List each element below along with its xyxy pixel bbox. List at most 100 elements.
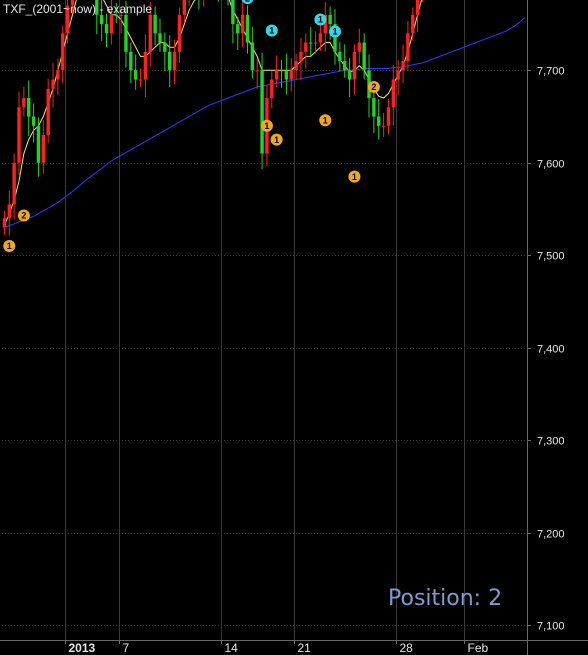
candle-body [289, 70, 293, 80]
position-readout: Position: 2 [388, 586, 503, 611]
y-tick-label: 7,500 [537, 251, 565, 263]
trade-marker-label: 1 [269, 26, 274, 36]
trade-marker [348, 170, 361, 183]
time-axis[interactable]: 2013 7 14 21 28 Feb [65, 640, 489, 655]
candle-body [274, 70, 279, 80]
x-tick-label: 14 [225, 641, 239, 655]
trade-marker-label: 2 [21, 211, 26, 221]
candle-body [338, 51, 342, 62]
candle-body [70, 0, 75, 6]
candle-body [245, 14, 250, 43]
price-axis[interactable]: 7,1007,2007,3007,4007,5007,6007,7007,800… [527, 0, 565, 633]
candle-body [2, 218, 7, 228]
candle-body [294, 61, 298, 71]
y-tick-label: 7,700 [537, 66, 565, 78]
candle-body [415, 0, 420, 15]
candle-body [328, 14, 332, 25]
trade-marker-label: 1 [318, 15, 323, 25]
candle-body [343, 61, 347, 71]
candle-body [362, 42, 366, 71]
candle-body [143, 51, 148, 80]
x-tick-label: 2013 [69, 641, 96, 655]
candle-body [41, 135, 46, 163]
x-tick-label: Feb [468, 641, 489, 655]
candle-body [12, 162, 16, 205]
trade-marker-label: 1 [332, 27, 337, 37]
candle-body [406, 33, 410, 62]
trade-marker [241, 0, 254, 5]
trade-marker-label: 1 [264, 121, 269, 131]
candle-body [124, 14, 128, 52]
candle-body [357, 42, 361, 52]
candle-body [284, 70, 289, 80]
ma-short-line [3, 0, 423, 226]
trade-marker [328, 25, 341, 38]
candle-body [401, 61, 405, 71]
trade-marker [260, 119, 273, 132]
candle-body [352, 51, 357, 80]
trade-marker [3, 239, 16, 252]
candle-body [182, 0, 186, 15]
y-tick-label: 7,300 [537, 436, 565, 448]
candle-body [109, 14, 114, 34]
candle-body [7, 204, 11, 219]
trade-marker [367, 80, 380, 93]
y-tick-label: 7,200 [537, 529, 565, 541]
y-tick-label: 7,600 [537, 159, 565, 171]
candle-body [17, 107, 21, 163]
candle-body [323, 14, 327, 34]
trade-markers: 121211111112 [3, 0, 380, 252]
candle-body [308, 42, 313, 44]
candle-body [279, 70, 284, 72]
ma-long-line [4, 17, 525, 228]
candle-body [260, 70, 264, 154]
candle-body [22, 98, 26, 108]
x-tick-label: 7 [123, 641, 130, 655]
candle-body [381, 125, 386, 127]
candle-body [177, 14, 182, 52]
candle-body [104, 24, 109, 34]
candle-body [172, 51, 177, 71]
candle-body [138, 79, 143, 81]
candle-body [168, 51, 172, 71]
trade-marker-label: 2 [245, 0, 250, 3]
candlesticks [2, 0, 423, 236]
y-tick-label: 7,100 [537, 621, 565, 633]
chart-title: TXF_(2001~now) - example [3, 2, 153, 16]
moving-averages [3, 0, 525, 228]
candle-body [377, 116, 381, 126]
trade-marker [17, 209, 30, 222]
trade-marker-label: 1 [323, 115, 328, 125]
candle-body [411, 14, 415, 34]
y-tick-label: 7,400 [537, 344, 565, 356]
candle-body [391, 79, 396, 108]
candle-body [119, 14, 123, 16]
candle-body [148, 14, 152, 52]
candle-body [250, 42, 255, 71]
trade-marker-label: 2 [371, 82, 376, 92]
candle-body [240, 14, 245, 34]
trade-marker-label: 1 [7, 241, 12, 251]
candle-body [114, 14, 118, 16]
candle-body [255, 70, 259, 72]
candle-body [158, 33, 162, 43]
candle-body [31, 116, 36, 126]
candle-body [56, 70, 60, 80]
trade-marker-label: 1 [352, 172, 357, 182]
trade-marker-label: 1 [274, 135, 279, 145]
candle-body [65, 5, 70, 34]
candle-body [304, 42, 308, 52]
candle-body [153, 14, 157, 34]
candle-body [347, 70, 352, 80]
candle-body [133, 70, 138, 80]
candle-body [99, 14, 104, 25]
candle-body [95, 0, 99, 15]
candle-body [27, 98, 31, 117]
candle-body [231, 0, 235, 25]
candle-body [236, 24, 240, 34]
candle-body [299, 51, 303, 62]
candle-body [129, 51, 133, 71]
candle-body [372, 98, 376, 117]
